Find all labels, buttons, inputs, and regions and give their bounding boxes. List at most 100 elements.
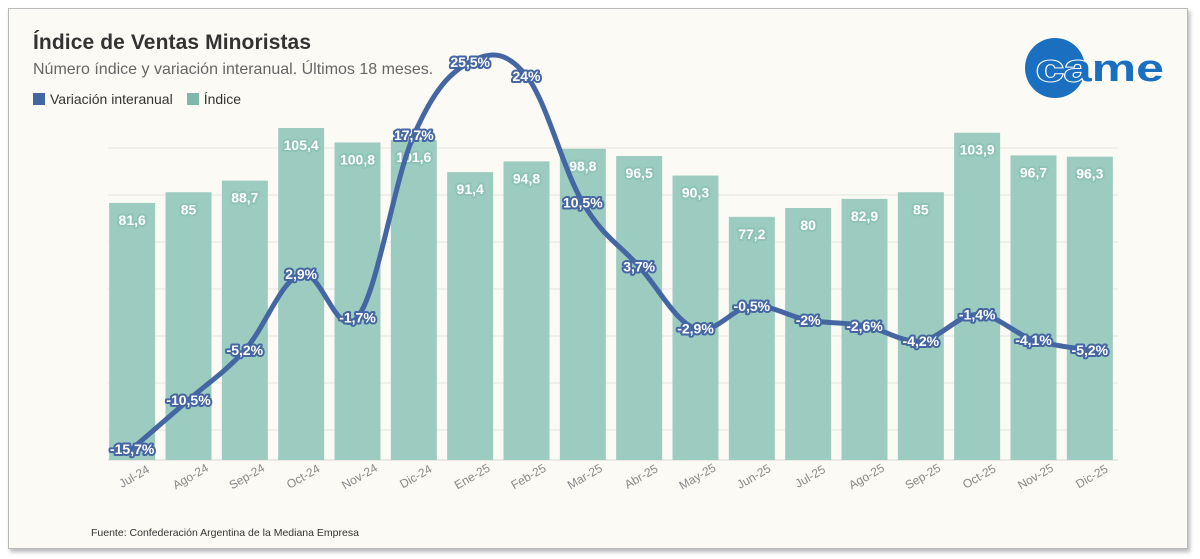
x-tick-label: Jul-24 <box>117 462 153 491</box>
variation-value-label: 3,7% <box>623 259 655 275</box>
logo-text: came <box>1036 48 1164 90</box>
variation-value-label: -1,4% <box>959 306 996 322</box>
variation-value-label: 2,9% <box>285 266 317 282</box>
variation-value-label: -1,7% <box>339 309 376 325</box>
bar <box>334 142 381 460</box>
bar <box>447 172 494 460</box>
bar <box>728 216 775 460</box>
x-tick-label: Oct-24 <box>284 461 322 491</box>
variation-value-label: 17,7% <box>394 127 434 143</box>
bar <box>278 128 325 460</box>
variation-value-label: -4,1% <box>1015 332 1052 348</box>
bar <box>1066 156 1113 461</box>
bar <box>390 139 437 460</box>
variation-point <box>974 311 980 317</box>
bar <box>109 202 156 460</box>
bar-value-label: 88,7 <box>231 190 258 206</box>
x-tick-label: Nov-25 <box>1015 461 1056 493</box>
variation-point <box>524 73 529 79</box>
x-tick-label: Abr-25 <box>622 461 660 491</box>
legend-item-indice[interactable]: Índice <box>186 91 242 107</box>
x-tick-label: Jul-25 <box>793 462 829 491</box>
bar <box>954 132 1001 460</box>
variation-point <box>636 264 642 270</box>
bar-value-label: 85 <box>913 201 929 217</box>
variation-point <box>355 314 360 320</box>
bar <box>503 161 550 461</box>
variation-point <box>467 59 473 65</box>
x-tick-label: Oct-25 <box>960 461 998 491</box>
bar <box>221 180 268 461</box>
variation-value-label: -0,5% <box>734 298 771 314</box>
bar-value-label: 81,6 <box>119 212 146 228</box>
variation-point <box>242 347 248 353</box>
bar <box>785 208 832 460</box>
variation-point <box>186 397 191 403</box>
variation-value-label: -4,2% <box>903 333 940 349</box>
variation-line <box>129 52 1093 452</box>
variation-value-label: -15,7% <box>110 441 155 457</box>
variation-value-label: -2,9% <box>677 321 714 337</box>
variation-point <box>862 323 867 329</box>
bar-value-label: 100,8 <box>340 151 375 167</box>
variation-value-label: 24% <box>512 68 541 84</box>
variation-point <box>129 446 135 452</box>
bar-value-label: 105,4 <box>284 137 319 153</box>
variation-point <box>1087 347 1093 353</box>
variation-value-label: 10,5% <box>563 195 603 211</box>
bar-value-label: 91,4 <box>457 181 484 197</box>
bar-value-label: 85 <box>181 201 197 217</box>
came-logo: came <box>1025 38 1165 98</box>
x-tick-label: Dic-24 <box>397 462 434 492</box>
x-tick-label: Mar-25 <box>565 461 605 492</box>
x-tick-label: Feb-25 <box>509 461 549 492</box>
variation-value-label: -10,5% <box>166 392 211 408</box>
variation-value-label: -5,2% <box>227 342 264 358</box>
bar-value-label: 96,7 <box>1020 164 1047 180</box>
x-tick-label: Sep-25 <box>903 461 944 493</box>
variation-point <box>805 317 811 323</box>
variation-point <box>749 303 755 309</box>
x-tick-label: Ago-24 <box>170 461 211 493</box>
bar-value-label: 82,9 <box>851 208 878 224</box>
bar-value-label: 96,3 <box>1076 166 1103 182</box>
bar <box>897 192 944 461</box>
bar <box>616 156 663 460</box>
chart-title: Índice de Ventas Minoristas <box>33 31 312 54</box>
bar-value-label: 98,8 <box>569 158 596 174</box>
bar-value-label: 94,8 <box>513 170 540 186</box>
x-tick-label: Nov-24 <box>339 461 380 493</box>
variation-value-label: -2% <box>796 312 821 328</box>
x-tick-label: Dic-25 <box>1073 462 1110 492</box>
bar-value-label: 103,9 <box>960 142 995 158</box>
bar-value-label: 96,5 <box>626 165 653 181</box>
source-note: Fuente: Confederación Argentina de la Me… <box>91 527 359 539</box>
bar-value-label: 80 <box>800 217 816 233</box>
x-tick-label: Ago-25 <box>846 461 887 493</box>
legend-swatch-variacion <box>33 93 45 105</box>
variation-point <box>1031 337 1036 343</box>
bar-value-label: 90,3 <box>682 185 709 201</box>
x-tick-label: Jun-25 <box>734 461 773 492</box>
legend: Variación interanual Índice <box>33 91 255 107</box>
variation-value-label: -2,6% <box>846 318 883 334</box>
variation-point <box>918 338 924 344</box>
variation-point <box>298 271 304 277</box>
x-tick-label: May-25 <box>677 460 719 492</box>
legend-label-indice: Índice <box>203 91 242 107</box>
x-tick-label: Sep-24 <box>227 461 268 493</box>
variation-value-label: -5,2% <box>1072 342 1109 358</box>
bar <box>1010 155 1057 460</box>
x-tick-label: Ene-25 <box>452 461 493 493</box>
legend-label-variacion: Variación interanual <box>50 91 173 107</box>
variation-point <box>411 132 417 138</box>
variation-value-label: 25,5% <box>450 54 490 70</box>
chart-subtitle: Número índice y variación interanual. Úl… <box>33 61 434 78</box>
bar-value-label: 77,2 <box>738 226 765 242</box>
legend-item-variacion[interactable]: Variación interanual <box>33 91 173 107</box>
variation-point <box>580 200 586 206</box>
legend-swatch-indice <box>186 93 199 105</box>
bar <box>165 192 212 461</box>
variation-point <box>693 326 698 332</box>
